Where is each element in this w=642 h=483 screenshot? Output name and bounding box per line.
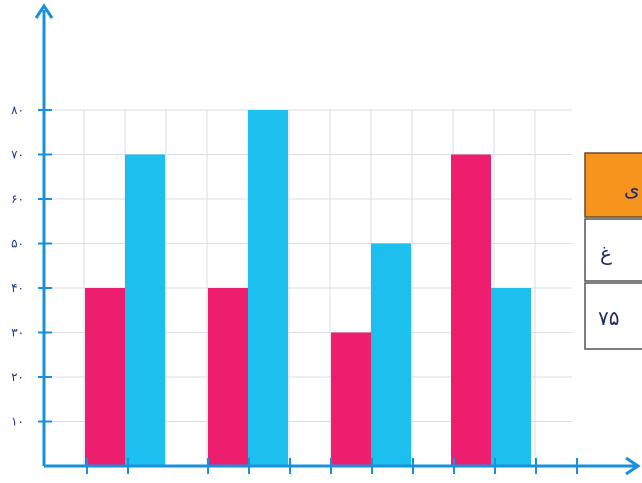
axes [34,3,641,476]
bar-3-series-1 [331,332,371,466]
category-label: موسی [475,481,508,483]
bar-3-series-2 [371,243,411,466]
legend-text-2: غ [600,241,612,265]
y-tick-label: ۱۰ [11,415,24,429]
y-ticks: ۱۰ ۲۰ ۳۰ ۴۰ ۵۰ ۶۰ ۷۰ ۸۰ [11,103,52,429]
y-axis-arrow [34,3,54,19]
legend-table: ی غ ۷۵ [584,152,642,350]
y-tick-label: ۲۰ [11,370,24,384]
category-labels: مصطفی محسن مرتضی موسی [104,481,508,483]
y-tick-label: ۴۰ [11,281,24,295]
legend-cell-3 [584,282,642,350]
bar-2-series-2 [248,110,288,466]
x-ticks [86,458,578,474]
bar-1-series-2 [125,154,165,466]
bars [85,110,531,466]
y-tick-label: ۷۰ [11,148,24,162]
category-label: مرتضی [353,481,390,483]
bar-1-series-1 [85,288,125,466]
y-tick-label: ۵۰ [11,237,24,251]
y-tick-label: ۳۰ [11,326,24,340]
y-tick-label: ۶۰ [11,192,24,206]
legend-header-cell [584,152,642,218]
bar-4-series-1 [451,154,491,466]
legend-text-3: ۷۵ [598,306,619,330]
bar-2-series-1 [208,288,248,466]
x-axis-arrow [625,456,641,476]
y-tick-label: ۸۰ [11,103,24,117]
category-label: مصطفی [104,481,147,483]
bar-4-series-2 [491,288,531,466]
legend-text-1: ی [624,177,640,201]
legend-cell-2 [584,218,642,282]
category-label: محسن [231,481,265,483]
